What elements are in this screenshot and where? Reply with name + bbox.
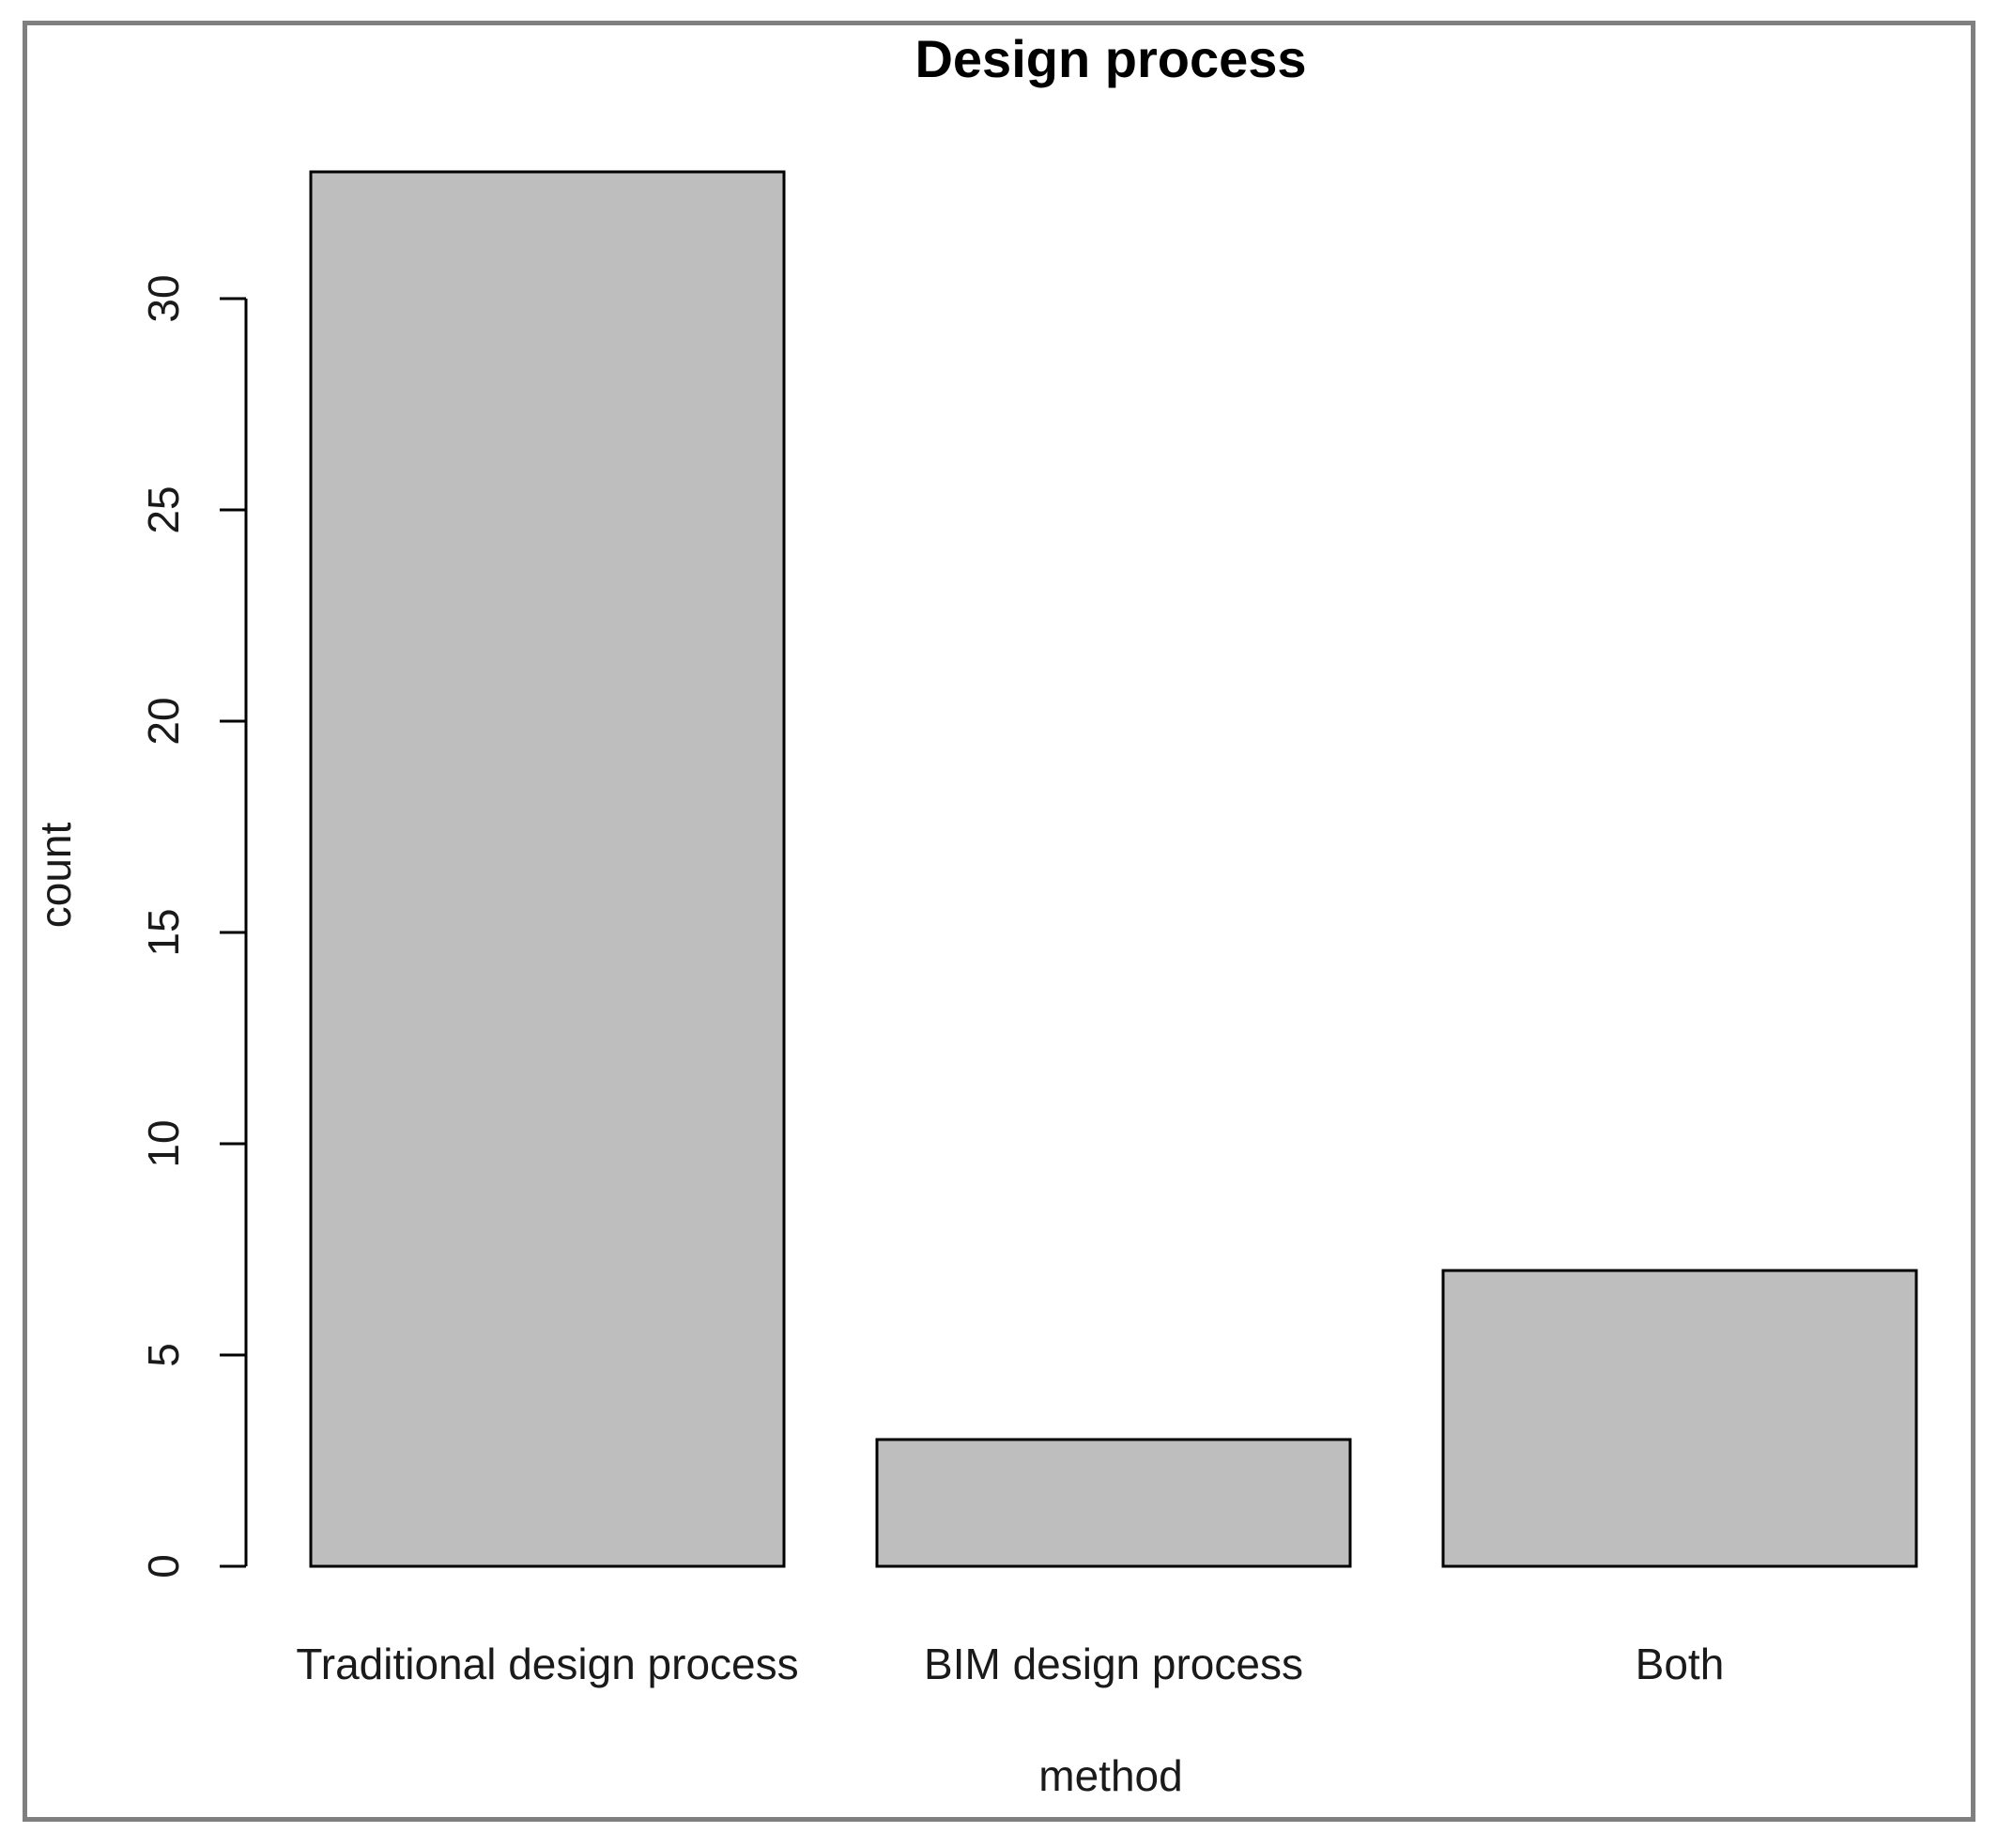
y-tick-label-2: 10 (139, 1119, 188, 1167)
bar-1 (875, 1438, 1352, 1568)
y-tick-label-1: 5 (139, 1343, 188, 1367)
x-axis-title: method (1038, 1751, 1182, 1800)
y-tick-label-0: 0 (139, 1554, 188, 1578)
x-axis-labels: Traditional design process BIM design pro… (296, 1640, 1724, 1688)
x-tick-label-0: Traditional design process (296, 1640, 798, 1688)
x-tick-label-1: BIM design process (924, 1640, 1303, 1688)
bar-0 (309, 170, 786, 1568)
bar-2 (1441, 1269, 1918, 1568)
x-tick-label-2: Both (1636, 1640, 1725, 1688)
bars-group (309, 170, 1918, 1568)
y-tick-label-3: 15 (139, 908, 188, 956)
y-tick-label-5: 25 (139, 485, 188, 533)
y-axis: 0 5 10 15 20 25 30 (139, 274, 248, 1578)
y-axis-title: count (31, 823, 80, 929)
y-tick-label-4: 20 (139, 697, 188, 745)
chart-title: Design process (914, 29, 1306, 88)
y-tick-label-6: 30 (139, 274, 188, 322)
